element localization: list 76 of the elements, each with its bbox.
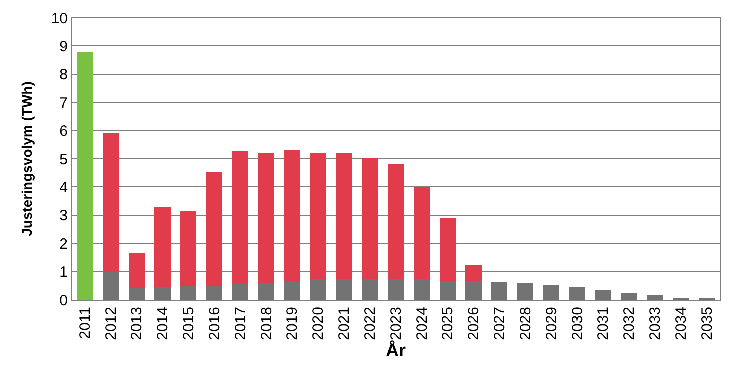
x-tick-label: 2017 bbox=[232, 307, 250, 340]
x-tick-label: 2014 bbox=[154, 307, 172, 340]
x-tick-label: 2030 bbox=[569, 307, 586, 340]
bar bbox=[492, 282, 508, 300]
bar bbox=[232, 284, 249, 300]
bar bbox=[154, 208, 171, 288]
y-tick-label: 1 bbox=[60, 264, 68, 282]
bar bbox=[310, 152, 326, 280]
x-tick-label: 2021 bbox=[336, 307, 354, 340]
bar bbox=[388, 164, 404, 280]
bar bbox=[466, 281, 482, 300]
bar bbox=[336, 279, 352, 300]
bar bbox=[284, 281, 300, 300]
x-tick-label: 2032 bbox=[621, 307, 638, 340]
bar bbox=[232, 152, 249, 284]
y-axis-title: Justeringsvolym (TWh) bbox=[18, 82, 35, 236]
x-tick-label: 2033 bbox=[647, 307, 664, 340]
bar bbox=[76, 52, 93, 300]
y-tick-label: 5 bbox=[60, 151, 68, 168]
x-tick-label: 2022 bbox=[362, 307, 379, 340]
bar bbox=[206, 172, 223, 286]
y-tick-label: 2 bbox=[60, 236, 68, 253]
bar bbox=[102, 272, 119, 300]
bar bbox=[362, 279, 378, 300]
bar bbox=[569, 288, 586, 300]
bar bbox=[621, 293, 638, 300]
x-tick-label: 2034 bbox=[672, 307, 690, 340]
x-tick-label: 2029 bbox=[543, 307, 560, 340]
bar bbox=[102, 132, 119, 272]
bar bbox=[647, 295, 664, 300]
bar bbox=[543, 286, 560, 300]
x-tick-label: 2035 bbox=[698, 307, 716, 340]
bar bbox=[258, 152, 274, 283]
bar bbox=[180, 286, 197, 300]
bar bbox=[414, 187, 430, 280]
bar bbox=[518, 284, 534, 300]
y-tick-label: 8 bbox=[60, 66, 68, 84]
x-tick-label: 2028 bbox=[517, 307, 534, 340]
y-tick-label: 7 bbox=[60, 94, 68, 112]
bar bbox=[206, 286, 223, 300]
bar bbox=[388, 279, 404, 300]
y-tick-label: 3 bbox=[60, 208, 68, 225]
x-tick-label: 2012 bbox=[102, 307, 120, 340]
x-tick-label: 2020 bbox=[310, 307, 328, 340]
bar bbox=[336, 152, 352, 280]
bar bbox=[154, 287, 171, 300]
bar bbox=[414, 279, 430, 300]
y-tick-label: 9 bbox=[60, 38, 68, 56]
bar bbox=[284, 150, 300, 282]
x-tick-label: 2023 bbox=[388, 307, 405, 340]
y-tick-label: 6 bbox=[60, 123, 68, 140]
x-tick-label: 2018 bbox=[258, 307, 276, 340]
bar bbox=[362, 158, 378, 280]
bar bbox=[310, 279, 326, 300]
bar bbox=[128, 288, 145, 300]
x-tick-label: 2019 bbox=[284, 307, 302, 340]
x-tick-label: 2031 bbox=[595, 307, 612, 340]
x-tick-label: 2015 bbox=[180, 307, 198, 340]
bar bbox=[258, 282, 274, 300]
x-tick-label: 2026 bbox=[466, 307, 483, 340]
y-tick-label: 4 bbox=[60, 179, 68, 196]
bar bbox=[180, 212, 197, 286]
bar bbox=[595, 290, 612, 300]
x-axis-title: År bbox=[386, 340, 406, 360]
bar bbox=[128, 253, 145, 288]
y-tick-label: 10 bbox=[51, 10, 68, 28]
bar bbox=[466, 265, 482, 282]
x-tick-label: 2016 bbox=[206, 307, 224, 340]
x-tick-label: 2013 bbox=[128, 307, 146, 340]
y-tick-label: 0 bbox=[60, 292, 68, 310]
x-tick-label: 2024 bbox=[414, 307, 431, 340]
x-tick-label: 2025 bbox=[440, 307, 457, 340]
bar bbox=[440, 218, 456, 281]
x-tick-label: 2027 bbox=[492, 307, 509, 340]
bar bbox=[440, 280, 456, 300]
x-tick-label: 2011 bbox=[76, 307, 94, 340]
